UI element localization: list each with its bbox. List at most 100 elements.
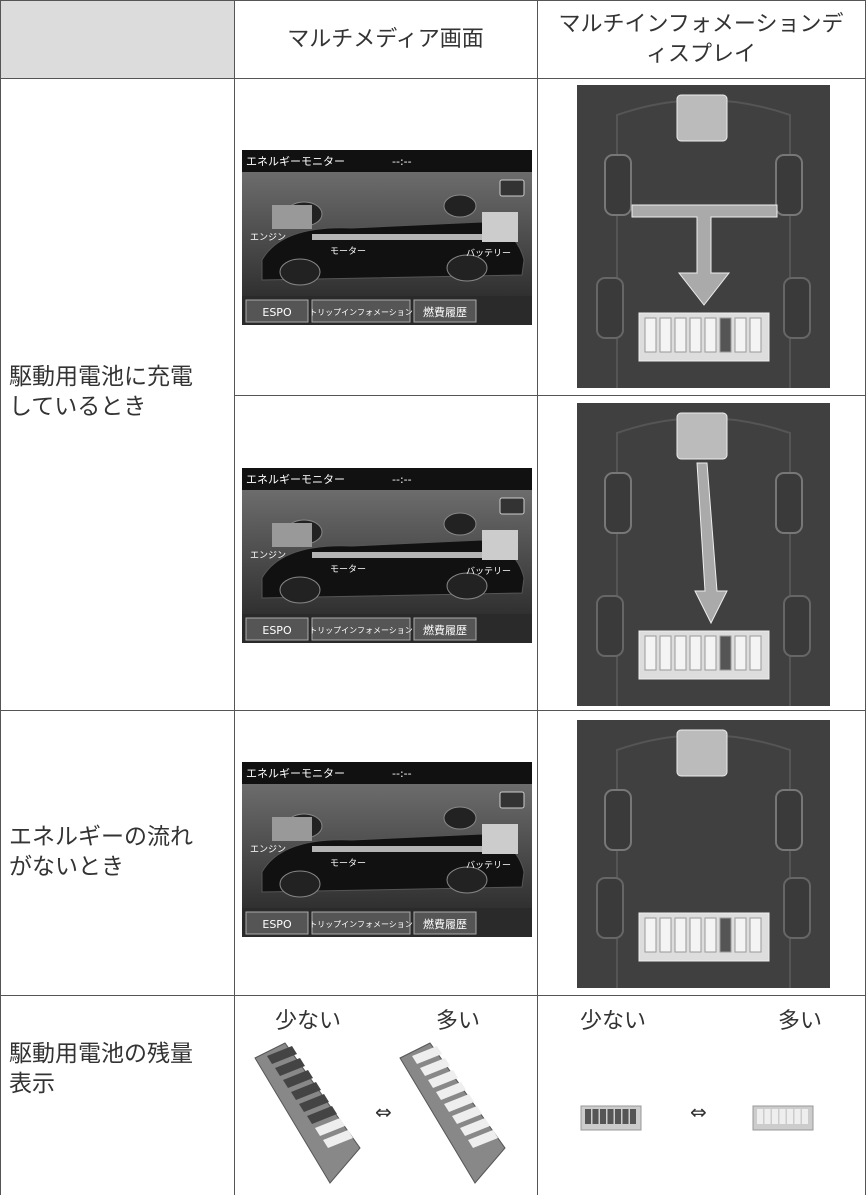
screen-label: エンジン (250, 233, 286, 243)
battery-body (399, 1042, 506, 1184)
battery-icon (399, 1042, 506, 1184)
battery-cell (275, 1058, 305, 1076)
wheel (443, 194, 477, 218)
battery (482, 530, 518, 560)
multimedia-screen: エネルギーモニター --:-- エンジン モーター バッテリー ESPO トリッ… (242, 150, 532, 325)
wheel (596, 877, 624, 939)
battery-icon (752, 1105, 814, 1131)
tab (413, 911, 477, 935)
gauge-arrow: ⇔ (375, 1100, 392, 1124)
battery-cell (444, 1094, 474, 1112)
screen-label: モーター (330, 858, 366, 869)
mid-display (577, 720, 830, 988)
gauge-arrow: ⇔ (690, 1100, 707, 1124)
wheel (279, 576, 321, 604)
header-text: マルチインフォメーションディスプレイ (558, 11, 844, 67)
battery-cell (794, 1109, 801, 1124)
wheel (775, 472, 803, 534)
engine (272, 523, 312, 547)
engine (272, 205, 312, 229)
battery-cell (704, 917, 717, 953)
screen-title: エネルギーモニター (246, 155, 345, 168)
tab (413, 299, 477, 323)
cell (234, 395, 538, 711)
battery-cell (719, 917, 732, 953)
battery-cell (420, 1058, 450, 1076)
multimedia-screen: エネルギーモニター --:-- エンジン モーター バッテリー ESPO トリッ… (242, 762, 532, 937)
wheel (446, 572, 488, 600)
battery-cell (267, 1046, 297, 1064)
battery-cell (291, 1082, 321, 1100)
battery-cell (323, 1130, 353, 1148)
flow (312, 234, 482, 240)
gauge-label: 少ない (275, 1009, 342, 1034)
cell (234, 78, 538, 396)
back-button (499, 179, 525, 197)
header-cell: マルチインフォメーションディスプレイ (537, 0, 866, 79)
battery (482, 212, 518, 242)
wheel (443, 512, 477, 536)
battery-cell (787, 1109, 793, 1124)
battery-cell (659, 317, 672, 353)
battery-cell (674, 635, 687, 671)
battery-cell (283, 1070, 313, 1088)
flow-arrow (694, 462, 728, 625)
battery-cell (704, 635, 717, 671)
battery-cell (764, 1109, 771, 1124)
screen-label: エンジン (250, 845, 286, 855)
flow (312, 552, 482, 558)
battery-cell (689, 635, 702, 671)
tab-label: トリップインフォメーション (309, 920, 413, 929)
screen-label: バッテリー (466, 248, 511, 259)
tab-label: ESPO (262, 624, 292, 637)
row-label: 駆動用電池の残量表示 (9, 1041, 193, 1097)
battery-cell (607, 1109, 614, 1124)
battery-cell (719, 317, 732, 353)
row-label-cell: エネルギーの流れがないとき (0, 710, 235, 996)
tab (413, 617, 477, 641)
tab-label: 燃費履歴 (423, 917, 467, 931)
header-cell: マルチメディア画面 (234, 0, 538, 79)
cell (234, 710, 538, 996)
battery-cell (600, 1109, 606, 1124)
tab (245, 617, 309, 641)
clock: --:-- (392, 155, 412, 168)
battery-cell (307, 1106, 337, 1124)
wheel (775, 154, 803, 216)
battery-cell (674, 317, 687, 353)
title-bar (242, 762, 532, 784)
battery-cell (719, 635, 732, 671)
battery-cell (592, 1109, 599, 1124)
battery-cell (436, 1082, 466, 1100)
wheel (783, 877, 811, 939)
row-label-cell: 駆動用電池に充電しているとき (0, 78, 235, 711)
wheel (604, 789, 632, 851)
row-label: 駆動用電池に充電しているとき (9, 364, 193, 420)
battery-icon (580, 1105, 642, 1131)
wheel (783, 277, 811, 339)
battery-cell (622, 1109, 629, 1124)
title-bar (242, 150, 532, 172)
battery-cell (428, 1070, 458, 1088)
wheel (443, 806, 477, 830)
battery-cell (734, 917, 747, 953)
screen-label: バッテリー (466, 860, 511, 871)
tab-label: 燃費履歴 (423, 305, 467, 319)
battery-cell (659, 917, 672, 953)
mid-display (577, 403, 830, 706)
wheel (604, 472, 632, 534)
gauge-label: 多い (436, 1009, 481, 1034)
screen-title: エネルギーモニター (246, 767, 345, 780)
battery-cell (779, 1109, 786, 1124)
battery-cell (749, 317, 762, 353)
battery-cell (644, 317, 657, 353)
tab-label: トリップインフォメーション (309, 308, 413, 317)
battery-cell (644, 917, 657, 953)
screen-label: モーター (330, 564, 366, 575)
wheel (604, 154, 632, 216)
mid-display (577, 85, 830, 388)
battery-icon (254, 1042, 361, 1184)
back-button (499, 791, 525, 809)
battery-cell (585, 1109, 591, 1124)
tab-label: トリップインフォメーション (309, 626, 413, 635)
